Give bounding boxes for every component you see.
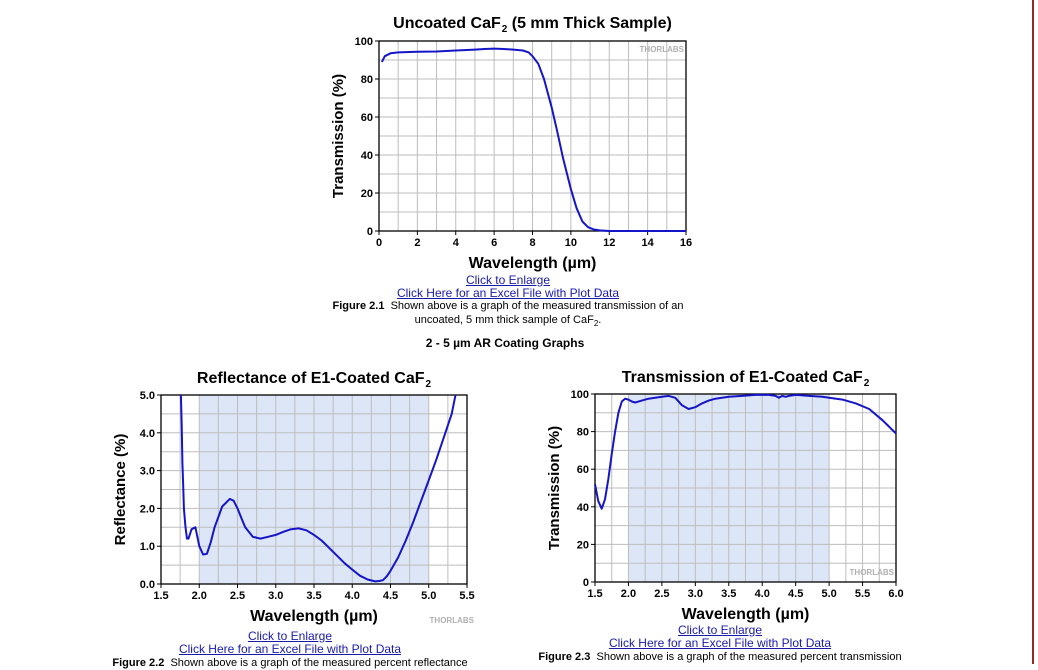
chart-1-y-tick-label-0: 0 [367,226,373,238]
chart-3-y-axis-label: Transmission (%) [546,426,563,550]
chart-3-series-line [594,393,897,510]
chart-1-y-tick-label-2: 40 [361,150,373,162]
chart-1-series-line [381,47,686,232]
chart-3-y-tick-label-0: 0 [583,577,589,589]
chart-3-x-tick-label-9: 6.0 [888,588,903,600]
chart-1-y-tick-label-5: 100 [355,36,373,48]
chart-3-x-tick-label-6: 4.5 [788,588,803,600]
chart-2-y-tick-label-2: 2.0 [140,503,155,515]
chart-2-x-tick-label-3: 3.0 [268,590,283,602]
chart-3-watermark-logo: THORLABS [850,568,895,577]
chart-2-x-tick-label-2: 2.5 [230,590,245,602]
chart-3-title-subscript: 2 [864,378,870,389]
chart-3-y-tick-label-5: 100 [571,389,589,401]
chart-3-x-tick-label-4: 3.5 [721,588,736,600]
chart-3-title: Transmission of E1-Coated CaF2 [622,369,870,389]
chart-2-title: Reflectance of E1-Coated CaF2 [197,370,432,390]
chart-2-y-tick-label-4: 4.0 [140,428,155,440]
chart-2-x-tick-label-7: 5.0 [421,590,436,602]
chart-1-watermark-logo: THORLABS [640,45,685,54]
chart-2-title-subscript: 2 [426,379,432,390]
chart-2-x-tick-label-5: 4.0 [345,590,360,602]
figure-2-1-excel-link[interactable]: Click Here for an Excel File with Plot D… [396,286,620,300]
chart-1-x-tick-label-1: 2 [414,237,420,249]
figure-2-3-caption: Figure 2.3 Shown above is a graph of the… [538,650,901,664]
figure-2-3-enlarge-link[interactable]: Click to Enlarge [677,623,763,637]
chart-1-x-tick-label-6: 12 [603,237,615,249]
section-heading: 2 - 5 µm AR Coating Graphs [425,336,585,350]
chart-2-x-tick-label-0: 1.5 [153,590,168,602]
chart-1-x-tick-label-0: 0 [376,237,382,249]
figure-2-1-caption: Figure 2.1 Shown above is a graph of the… [333,299,684,331]
chart-1-x-tick-label-7: 14 [642,237,655,249]
chart-1-y-tick-label-1: 20 [361,188,373,200]
chart-2-x-tick-label-8: 5.5 [459,590,474,602]
chart-1-x-tick-label-2: 4 [453,237,460,249]
chart-3-title-main: Transmission of E1-Coated CaF [622,369,863,386]
chart-3-x-tick-label-8: 5.5 [855,588,870,600]
figure-2-1-caption-end: . [598,314,602,326]
chart-3-x-axis-label: Wavelength (µm) [682,606,810,623]
chart-1-x-tick-label-5: 10 [565,237,577,249]
chart-1-x-tick-label-8: 16 [680,237,692,249]
chart-3-x-tick-label-1: 2.0 [621,588,636,600]
chart-1-y-axis-label: Transmission (%) [330,74,347,198]
chart-1-x-tick-label-4: 8 [529,237,535,249]
chart-1-x-tick-label-3: 6 [491,237,497,249]
figure-2-3-excel-link[interactable]: Click Here for an Excel File with Plot D… [608,636,832,650]
figure-2-1-caption-line-2: uncoated, 5 mm thick sample of CaF [414,314,594,326]
chart-3: 1.5 2.0 2.5 3.0 3.5 4.0 4.5 5.0 5.5 6.0 0 20 40 60 80 1… [546,369,904,623]
chart-2: 1.5 2.0 2.5 3.0 3.5 4.0 4.5 5.0 5.5 0.0 1.0 2.0 3.0 4… [112,370,475,625]
chart-2-x-axis-label: Wavelength (µm) [250,608,378,625]
chart-2-watermark-logo: THORLABS [430,616,475,625]
chart-2-x-tick-label-1: 2.0 [192,590,207,602]
figure-2-1-caption-subscript: 2 [593,319,599,329]
figure-2-1-caption-label: Figure 2.1 [332,300,385,312]
chart-2-y-tick-label-5: 5.0 [140,390,155,402]
chart-2-y-axis-label: Reflectance (%) [112,434,129,546]
chart-3-y-tick-label-1: 20 [577,539,589,551]
figure-2-2-caption-line-1: Shown above is a graph of the measured p… [170,657,468,669]
chart-3-y-tick-label-4: 80 [577,427,589,439]
chart-3-x-tick-label-0: 1.5 [587,588,602,600]
chart-1-y-tick-label-4: 80 [361,74,373,86]
chart-3-x-tick-label-2: 2.5 [654,588,669,600]
figure-2-2-caption: Figure 2.2 Shown above is a graph of the… [112,656,467,670]
chart-2-y-tick-label-3: 3.0 [140,466,155,478]
chart-1-title-suffix: (5 mm Thick Sample) [507,15,672,32]
chart-2-title-main: Reflectance of E1-Coated CaF [197,370,425,387]
page-right-border [1032,0,1034,664]
chart-3-x-tick-label-7: 5.0 [821,588,836,600]
chart-2-series-line [179,394,457,583]
figure-2-2-caption-label: Figure 2.2 [112,657,165,669]
chart-1-title: Uncoated CaF2 (5 mm Thick Sample) [393,15,672,35]
figure-2-3-caption-line-1: Shown above is a graph of the measured p… [596,651,902,663]
figure-2-2-enlarge-link[interactable]: Click to Enlarge [247,629,333,643]
chart-2-x-tick-label-6: 4.5 [383,590,398,602]
chart-3-y-tick-label-3: 60 [577,464,589,476]
chart-3-x-tick-label-3: 3.0 [688,588,703,600]
chart-2-x-tick-label-4: 3.5 [306,590,321,602]
chart-1-y-tick-label-3: 60 [361,112,373,124]
figure-2-1-caption-line-1: Shown above is a graph of the measured t… [390,300,684,312]
chart-2-y-tick-label-0: 0.0 [140,579,155,591]
figure-2-2-excel-link[interactable]: Click Here for an Excel File with Plot D… [178,642,402,656]
chart-2-y-tick-label-1: 1.0 [140,541,155,553]
chart-1-title-main: Uncoated CaF [393,15,501,32]
chart-1-x-axis-label: Wavelength (µm) [469,255,597,272]
figure-2-1-enlarge-link[interactable]: Click to Enlarge [465,273,551,287]
chart-1-title-subscript: 2 [502,24,508,35]
chart-3-x-tick-label-5: 4.0 [755,588,770,600]
chart-3-y-tick-label-2: 40 [577,502,589,514]
figure-2-3-caption-label: Figure 2.3 [538,651,591,663]
